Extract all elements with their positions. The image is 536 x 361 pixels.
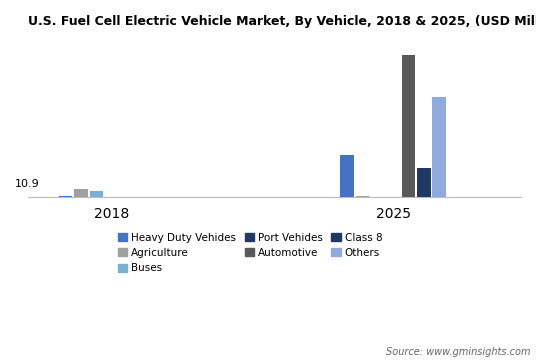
- Bar: [433, 97, 446, 197]
- Bar: [417, 168, 430, 197]
- Bar: [340, 155, 354, 197]
- Bar: [355, 196, 369, 197]
- Text: 10.9: 10.9: [15, 179, 40, 189]
- Text: Source: www.gminsights.com: Source: www.gminsights.com: [386, 347, 531, 357]
- Bar: [401, 55, 415, 197]
- Text: U.S. Fuel Cell Electric Vehicle Market, By Vehicle, 2018 & 2025, (USD Million): U.S. Fuel Cell Electric Vehicle Market, …: [28, 15, 536, 28]
- Legend: Heavy Duty Vehides, Agriculture, Buses, Port Vehides, Automotive, Class 8, Other: Heavy Duty Vehides, Agriculture, Buses, …: [118, 233, 383, 273]
- Bar: [74, 189, 88, 197]
- Bar: [90, 191, 103, 197]
- Bar: [59, 196, 72, 197]
